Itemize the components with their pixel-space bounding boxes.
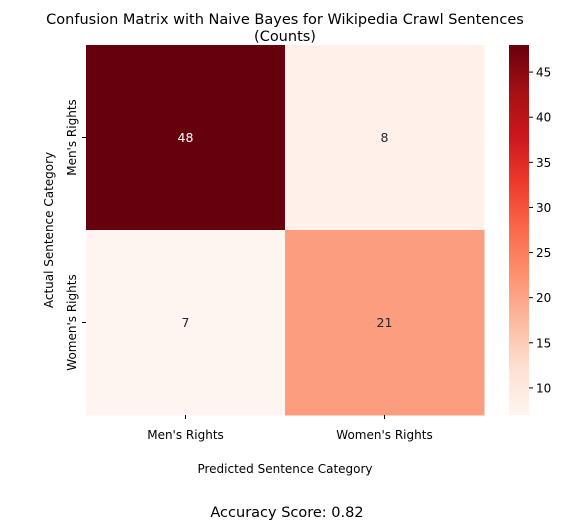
heatmap-cell-1-1 — [285, 230, 485, 416]
cell-value-0-0: 48 — [178, 130, 194, 145]
x-tick-label: Women's Rights — [336, 428, 432, 442]
colorbar-tick-label: 10 — [536, 381, 551, 395]
colorbar-ticks: 10 15 20 25 30 35 40 45 — [529, 66, 551, 395]
heatmap-cell-0-0 — [86, 45, 286, 231]
heatmap-cells: 48 8 7 21 — [86, 45, 485, 416]
x-axis-ticks: Men's Rights Women's Rights — [147, 415, 433, 442]
colorbar-tick-label: 40 — [536, 111, 551, 125]
colorbar-tick-label: 35 — [536, 156, 551, 170]
colorbar-tick-label: 25 — [536, 246, 551, 260]
y-tick-label: Men's Rights — [65, 99, 79, 176]
heatmap-cell-0-1 — [285, 45, 485, 231]
y-axis-label: Actual Sentence Category — [42, 152, 56, 308]
colorbar-tick-label: 45 — [536, 66, 551, 80]
colorbar — [509, 45, 529, 415]
x-tick-label: Men's Rights — [147, 428, 224, 442]
y-axis-ticks: Men's Rights Women's Rights — [65, 99, 86, 371]
colorbar-tick-label: 30 — [536, 201, 551, 215]
accuracy-score: Accuracy Score: 0.82 — [210, 505, 363, 521]
cell-value-1-1: 21 — [377, 315, 393, 330]
colorbar-tick-label: 15 — [536, 336, 551, 350]
colorbar-tick-label: 20 — [536, 291, 551, 305]
x-axis-label: Predicted Sentence Category — [197, 462, 372, 476]
cell-value-0-1: 8 — [381, 130, 389, 145]
chart-title: Confusion Matrix with Naive Bayes for Wi… — [46, 12, 524, 28]
heatmap-cell-1-0 — [86, 230, 286, 416]
y-tick-label: Women's Rights — [65, 274, 79, 370]
cell-value-1-0: 7 — [182, 315, 190, 330]
chart-subtitle: (Counts) — [254, 29, 316, 45]
